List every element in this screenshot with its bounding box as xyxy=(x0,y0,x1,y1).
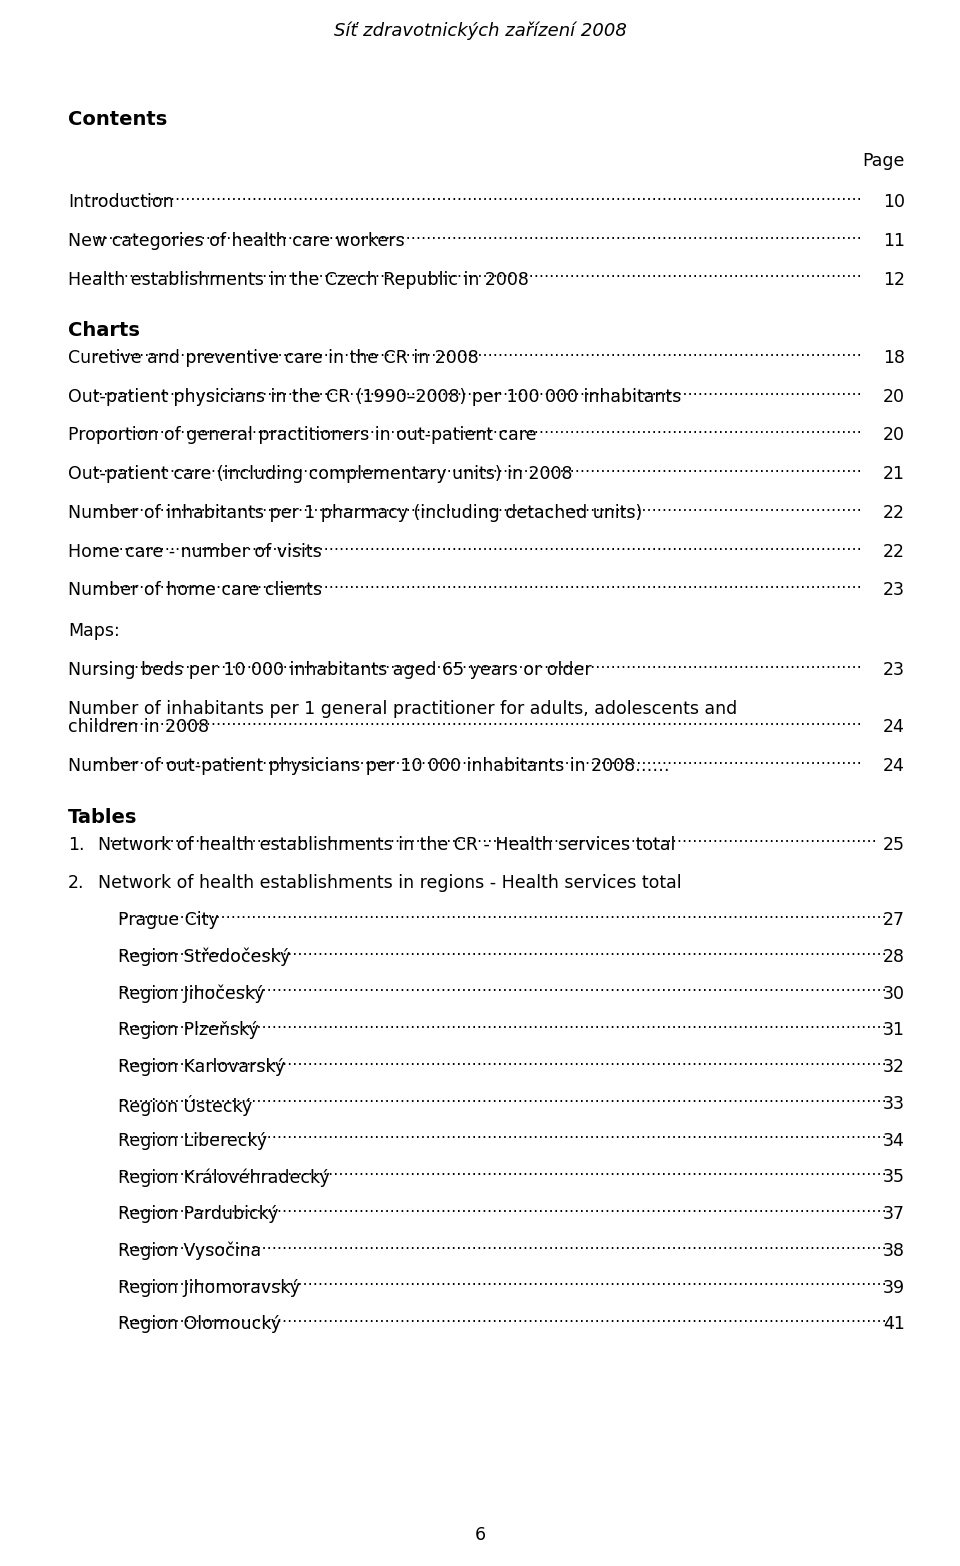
Text: 1.: 1. xyxy=(68,836,84,853)
Text: 22: 22 xyxy=(883,504,905,521)
Text: 38: 38 xyxy=(883,1242,905,1259)
Text: ................................................................................: ........................................… xyxy=(118,905,887,921)
Text: Home care - number of visits: Home care - number of visits xyxy=(68,543,322,561)
Text: ................................................................................: ........................................… xyxy=(118,979,887,994)
Text: ................................................................................: ........................................… xyxy=(93,656,862,670)
Text: Tables: Tables xyxy=(68,808,137,827)
Text: ................................................................................: ........................................… xyxy=(93,345,862,359)
Text: ................................................................................: ........................................… xyxy=(93,714,862,728)
Text: 28: 28 xyxy=(883,947,905,966)
Text: ................................................................................: ........................................… xyxy=(93,188,862,204)
Text: Region Pardubický: Region Pardubický xyxy=(118,1206,278,1223)
Text: Number of out-patient physicians per 10 000 inhabitants in 2008……: Number of out-patient physicians per 10 … xyxy=(68,758,670,775)
Text: ................................................................................: ........................................… xyxy=(93,752,862,767)
Text: ................................................................................: ........................................… xyxy=(93,537,862,553)
Text: 23: 23 xyxy=(883,661,905,680)
Text: ................................................................................: ........................................… xyxy=(108,830,876,846)
Text: ................................................................................: ........................................… xyxy=(118,1237,887,1251)
Text: 6: 6 xyxy=(474,1525,486,1544)
Text: 35: 35 xyxy=(883,1168,905,1187)
Text: Number of inhabitants per 1 general practitioner for adults, adolescents and: Number of inhabitants per 1 general prac… xyxy=(68,700,737,717)
Text: Health establishments in the Czech Republic in 2008: Health establishments in the Czech Repub… xyxy=(68,271,529,288)
Text: 37: 37 xyxy=(883,1206,905,1223)
Text: Region Vysočina: Region Vysočina xyxy=(118,1242,261,1261)
Text: Introduction: Introduction xyxy=(68,193,174,211)
Text: ................................................................................: ........................................… xyxy=(118,1273,887,1289)
Text: Region Olomoucký: Region Olomoucký xyxy=(118,1315,281,1333)
Text: ................................................................................: ........................................… xyxy=(93,421,862,437)
Text: ................................................................................: ........................................… xyxy=(93,382,862,398)
Text: Region Plzeňský: Region Plzeňský xyxy=(118,1021,259,1040)
Text: ................................................................................: ........................................… xyxy=(93,500,862,514)
Text: Proportion of general practitioners in out-patient care: Proportion of general practitioners in o… xyxy=(68,426,537,445)
Text: Region Jihočeský: Region Jihočeský xyxy=(118,985,265,1004)
Text: 24: 24 xyxy=(883,719,905,736)
Text: ................................................................................: ........................................… xyxy=(118,1016,887,1030)
Text: 12: 12 xyxy=(883,271,905,288)
Text: Network of health establishments in regions - Health services total: Network of health establishments in regi… xyxy=(98,874,682,893)
Text: Page: Page xyxy=(863,152,905,169)
Text: 10: 10 xyxy=(883,193,905,211)
Text: Out-patient physicians in the CR (1990–2008) per 100 000 inhabitants: Out-patient physicians in the CR (1990–2… xyxy=(68,388,682,406)
Text: ................................................................................: ........................................… xyxy=(118,1126,887,1142)
Text: 20: 20 xyxy=(883,426,905,445)
Text: 39: 39 xyxy=(883,1278,905,1297)
Text: 25: 25 xyxy=(883,836,905,853)
Text: 24: 24 xyxy=(883,758,905,775)
Text: 32: 32 xyxy=(883,1059,905,1076)
Text: Number of inhabitants per 1 pharmacy (including detached units): Number of inhabitants per 1 pharmacy (in… xyxy=(68,504,642,521)
Text: Nursing beds per 10 000 inhabitants aged 65 years or older: Nursing beds per 10 000 inhabitants aged… xyxy=(68,661,591,680)
Text: children in 2008: children in 2008 xyxy=(68,719,209,736)
Text: Maps:: Maps: xyxy=(68,622,120,640)
Text: Region Liberecký: Region Liberecký xyxy=(118,1132,267,1149)
Text: 18: 18 xyxy=(883,349,905,366)
Text: Region Královéhradecký: Region Královéhradecký xyxy=(118,1168,329,1187)
Text: 31: 31 xyxy=(883,1021,905,1040)
Text: 2.: 2. xyxy=(68,874,84,893)
Text: 33: 33 xyxy=(883,1095,905,1113)
Text: 23: 23 xyxy=(883,581,905,600)
Text: Network of health establishments in the CR - Health services total: Network of health establishments in the … xyxy=(98,836,676,853)
Text: Contents: Contents xyxy=(68,110,167,128)
Text: Charts: Charts xyxy=(68,321,140,340)
Text: Region Ústecký: Region Ústecký xyxy=(118,1095,252,1117)
Text: 20: 20 xyxy=(883,388,905,406)
Text: ................................................................................: ........................................… xyxy=(118,1200,887,1215)
Text: ................................................................................: ........................................… xyxy=(118,943,887,958)
Text: 34: 34 xyxy=(883,1132,905,1149)
Text: Region Jihomoravský: Region Jihomoravský xyxy=(118,1278,300,1297)
Text: ................................................................................: ........................................… xyxy=(118,1164,887,1178)
Text: Number of home care clients: Number of home care clients xyxy=(68,581,322,600)
Text: Prague City: Prague City xyxy=(118,911,219,929)
Text: ................................................................................: ........................................… xyxy=(118,1052,887,1068)
Text: Curetive and preventive care in the CR in 2008: Curetive and preventive care in the CR i… xyxy=(68,349,479,366)
Text: Síť zdravotnických zařízení 2008: Síť zdravotnických zařízení 2008 xyxy=(333,22,627,41)
Text: 22: 22 xyxy=(883,543,905,561)
Text: ................................................................................: ........................................… xyxy=(93,227,862,241)
Text: ................................................................................: ........................................… xyxy=(93,266,862,280)
Text: 27: 27 xyxy=(883,911,905,929)
Text: Out-patient care (including complementary units) in 2008: Out-patient care (including complementar… xyxy=(68,465,572,484)
Text: ................................................................................: ........................................… xyxy=(118,1090,887,1104)
Text: 41: 41 xyxy=(883,1315,905,1333)
Text: Region Středočeský: Region Středočeský xyxy=(118,947,290,966)
Text: Region Karlovarský: Region Karlovarský xyxy=(118,1059,285,1076)
Text: ................................................................................: ........................................… xyxy=(118,1311,887,1325)
Text: 30: 30 xyxy=(883,985,905,1002)
Text: ................................................................................: ........................................… xyxy=(93,576,862,592)
Text: ................................................................................: ........................................… xyxy=(93,460,862,474)
Text: New categories of health care workers: New categories of health care workers xyxy=(68,232,404,251)
Text: 11: 11 xyxy=(883,232,905,251)
Text: 21: 21 xyxy=(883,465,905,484)
